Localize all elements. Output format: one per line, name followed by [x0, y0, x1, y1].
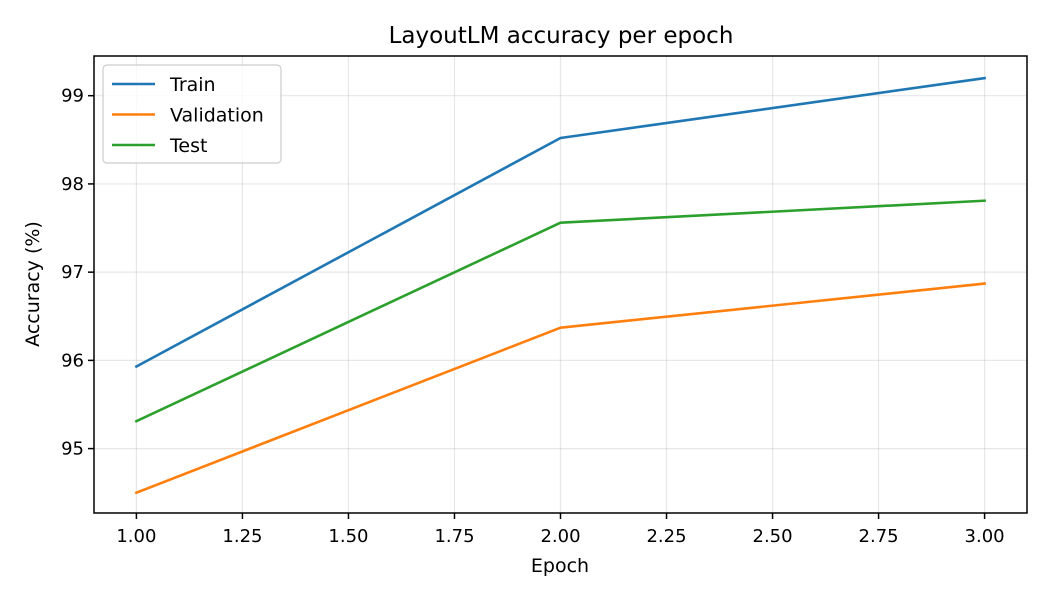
x-tick-label: 1.75: [434, 526, 474, 547]
legend-frame: [102, 64, 282, 164]
x-tick-label: 1.00: [116, 526, 156, 547]
y-tick-label: 98: [61, 174, 84, 195]
x-tick: 2.50: [753, 513, 793, 547]
legend-label-validation: Validation: [170, 105, 264, 127]
y-tick: 98: [61, 174, 94, 195]
y-tick: 95: [61, 439, 94, 460]
y-axis-label: Accuracy (%): [22, 221, 44, 347]
x-tick-label: 2.25: [646, 526, 686, 547]
x-tick: 3.00: [965, 513, 1005, 547]
x-tick: 1.25: [222, 513, 262, 547]
x-tick-label: 2.00: [540, 526, 580, 547]
x-tick-label: 2.75: [859, 526, 899, 547]
y-tick: 99: [61, 86, 94, 107]
series-line-test: [134, 199, 986, 423]
y-tick: 97: [61, 262, 94, 283]
x-tick: 1.75: [434, 513, 475, 547]
legend: Train Validation Test: [102, 64, 282, 164]
x-tick: 2.75: [859, 513, 899, 547]
x-tick: 2.00: [540, 513, 581, 547]
y-tick-label: 96: [61, 350, 84, 371]
x-tick-label: 3.00: [965, 526, 1005, 547]
series-line-train: [134, 76, 987, 369]
y-axis-ticks: 95 96 97 98 99: [61, 86, 94, 460]
grid-lines: [94, 56, 1027, 513]
series-layer: [134, 76, 987, 495]
x-tick: 2.25: [646, 513, 687, 547]
x-tick: 1.50: [328, 513, 368, 547]
x-axis-label: Epoch: [531, 555, 589, 577]
legend-label-train: Train: [169, 74, 216, 96]
chart-title: LayoutLM accuracy per epoch: [389, 23, 734, 49]
y-tick-label: 95: [61, 439, 84, 460]
x-tick-label: 1.25: [222, 526, 262, 547]
x-tick-label: 1.50: [328, 526, 368, 547]
y-tick: 96: [61, 350, 94, 371]
y-tick-label: 99: [61, 86, 84, 107]
y-tick-label: 97: [61, 262, 84, 283]
series-line-validation: [134, 282, 987, 495]
x-tick: 1.00: [116, 513, 156, 547]
x-tick-label: 2.50: [753, 526, 793, 547]
legend-label-test: Test: [169, 135, 207, 157]
x-axis-ticks: 1.00 1.25 1.50 1.75 2.00 2.25 2.50 2.75 3.00: [116, 513, 1005, 547]
